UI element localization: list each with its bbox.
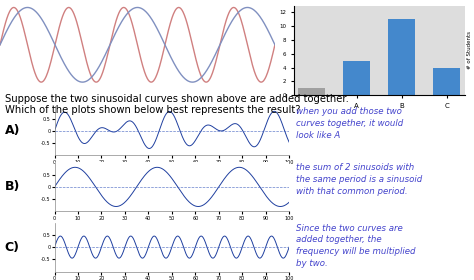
Text: C): C) [5,241,20,254]
Bar [433,68,460,95]
Bar [388,19,415,95]
Y-axis label: # of Students: # of Students [467,31,472,69]
Bar [343,61,370,95]
Text: Since the two curves are
added together, the
frequency will be multiplied
by two: Since the two curves are added together,… [296,223,416,268]
Text: Suppose the two sinusoidal curves shown above are added together.
Which of the p: Suppose the two sinusoidal curves shown … [5,94,348,115]
Text: when you add those two
curves together, it would
look like A: when you add those two curves together, … [296,107,403,140]
Text: B): B) [5,180,20,193]
Text: the sum of 2 sinusoids with
the same period is a sinusoid
with that common perio: the sum of 2 sinusoids with the same per… [296,164,422,196]
Text: A): A) [5,124,20,137]
Bar [298,88,325,95]
